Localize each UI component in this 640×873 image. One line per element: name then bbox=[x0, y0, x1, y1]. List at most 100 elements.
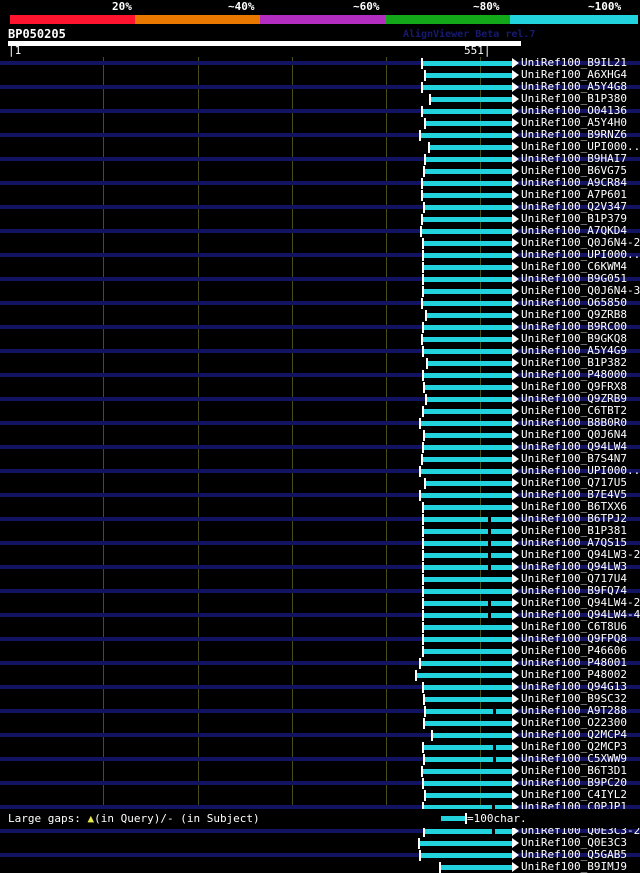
hit-label[interactable]: UniRef100_B9RC00 bbox=[521, 320, 627, 333]
alignment-row[interactable]: UniRef100_Q717U4 bbox=[0, 572, 640, 585]
hit-label[interactable]: UniRef100_C6T8U6 bbox=[521, 620, 627, 633]
hsp-bar[interactable] bbox=[424, 709, 512, 714]
alignment-row[interactable]: UniRef100_UPI000.. bbox=[0, 140, 640, 153]
hsp-bar[interactable] bbox=[422, 745, 512, 750]
alignment-row[interactable]: UniRef100_A7QKD4 bbox=[0, 224, 640, 237]
hit-label[interactable]: UniRef100_C5XWW9 bbox=[521, 752, 627, 765]
hsp-bar[interactable] bbox=[423, 829, 512, 834]
alignment-row[interactable]: UniRef100_Q9FRX8 bbox=[0, 380, 640, 393]
hit-label[interactable]: UniRef100_A9T288 bbox=[521, 704, 627, 717]
alignment-row[interactable]: UniRef100_A5Y4G8 bbox=[0, 80, 640, 93]
hit-label[interactable]: UniRef100_A7P601 bbox=[521, 188, 627, 201]
hsp-bar[interactable] bbox=[421, 193, 512, 198]
alignment-row[interactable]: UniRef100_Q94G13 bbox=[0, 680, 640, 693]
hit-label[interactable]: UniRef100_Q9ZRB8 bbox=[521, 308, 627, 321]
hit-label[interactable]: UniRef100_Q9FPQ8 bbox=[521, 632, 627, 645]
hit-label[interactable]: UniRef100_B9GKQ8 bbox=[521, 332, 627, 345]
hit-label[interactable]: UniRef100_A7QS15 bbox=[521, 536, 627, 549]
hsp-bar[interactable] bbox=[421, 769, 512, 774]
hsp-bar[interactable] bbox=[421, 85, 512, 90]
alignment-row[interactable]: UniRef100_B9IL21 bbox=[0, 56, 640, 69]
alignment-row[interactable]: UniRef100_Q94LW3-2 bbox=[0, 548, 640, 561]
alignment-row[interactable]: UniRef100_A7QS15 bbox=[0, 536, 640, 549]
alignment-row[interactable]: UniRef100_B1P381 bbox=[0, 524, 640, 537]
hsp-bar[interactable] bbox=[422, 265, 512, 270]
alignment-row[interactable]: UniRef100_UPI000.. bbox=[0, 248, 640, 261]
alignment-row[interactable]: UniRef100_Q94LW3 bbox=[0, 560, 640, 573]
alignment-row[interactable]: UniRef100_B9FQ74 bbox=[0, 584, 640, 597]
hsp-bar[interactable] bbox=[422, 505, 512, 510]
alignment-row[interactable]: UniRef100_O04136 bbox=[0, 104, 640, 117]
hsp-bar[interactable] bbox=[422, 637, 512, 642]
hit-label[interactable]: UniRef100_B9SC32 bbox=[521, 692, 627, 705]
hit-label[interactable]: UniRef100_P48002 bbox=[521, 668, 627, 681]
hit-label[interactable]: UniRef100_Q94LW3-2 bbox=[521, 548, 640, 561]
hit-label[interactable]: UniRef100_O65850 bbox=[521, 296, 627, 309]
alignment-row[interactable]: UniRef100_C6T8U6 bbox=[0, 620, 640, 633]
hsp-bar[interactable] bbox=[419, 853, 512, 858]
hsp-bar[interactable] bbox=[419, 421, 512, 426]
hit-label[interactable]: UniRef100_Q2MCP4 bbox=[521, 728, 627, 741]
hit-label[interactable]: UniRef100_Q0J6N4-2 bbox=[521, 236, 640, 249]
hit-label[interactable]: UniRef100_Q717U4 bbox=[521, 572, 627, 585]
hit-label[interactable]: UniRef100_B9IL21 bbox=[521, 56, 627, 69]
alignment-row[interactable]: UniRef100_Q9ZRB8 bbox=[0, 308, 640, 321]
hsp-bar[interactable] bbox=[421, 109, 512, 114]
alignment-row[interactable]: UniRef100_Q94LW4 bbox=[0, 440, 640, 453]
alignment-row[interactable]: UniRef100_C6KWM4 bbox=[0, 260, 640, 273]
hit-label[interactable]: UniRef100_B7S4N7 bbox=[521, 452, 627, 465]
hsp-bar[interactable] bbox=[428, 145, 512, 150]
alignment-row[interactable]: UniRef100_B9SC32 bbox=[0, 692, 640, 705]
hit-label[interactable]: UniRef100_B9HAI7 bbox=[521, 152, 627, 165]
hit-label[interactable]: UniRef100_P48001 bbox=[521, 656, 627, 669]
alignment-row[interactable]: UniRef100_Q94LW4-2 bbox=[0, 596, 640, 609]
hit-label[interactable]: UniRef100_B6T3D1 bbox=[521, 764, 627, 777]
hit-label[interactable]: UniRef100_Q94G13 bbox=[521, 680, 627, 693]
hsp-bar[interactable] bbox=[420, 229, 512, 234]
hsp-bar[interactable] bbox=[423, 205, 512, 210]
alignment-row[interactable]: UniRef100_P48000 bbox=[0, 368, 640, 381]
hit-label[interactable]: UniRef100_B1P379 bbox=[521, 212, 627, 225]
hsp-bar[interactable] bbox=[422, 541, 512, 546]
alignment-row[interactable]: UniRef100_Q2MCP3 bbox=[0, 740, 640, 753]
hsp-bar[interactable] bbox=[429, 97, 512, 102]
hsp-bar[interactable] bbox=[426, 361, 512, 366]
hit-label[interactable]: UniRef100_Q9FRX8 bbox=[521, 380, 627, 393]
hsp-bar[interactable] bbox=[422, 517, 512, 522]
alignment-row[interactable]: UniRef100_C5XWW9 bbox=[0, 752, 640, 765]
alignment-row[interactable]: UniRef100_A5Y4G9 bbox=[0, 344, 640, 357]
alignment-row[interactable]: UniRef100_B7E4V5 bbox=[0, 488, 640, 501]
hit-label[interactable]: UniRef100_Q2V347 bbox=[521, 200, 627, 213]
alignment-row[interactable]: UniRef100_Q0J6N4-2 bbox=[0, 236, 640, 249]
alignment-row[interactable]: UniRef100_B9PC20 bbox=[0, 776, 640, 789]
alignment-row[interactable]: UniRef100_B7S4N7 bbox=[0, 452, 640, 465]
alignment-row[interactable]: UniRef100_Q717U5 bbox=[0, 476, 640, 489]
alignment-row[interactable]: UniRef100_Q0J6N4-3 bbox=[0, 284, 640, 297]
hsp-bar[interactable] bbox=[422, 805, 512, 810]
hit-label[interactable]: UniRef100_B6TPJ2 bbox=[521, 512, 627, 525]
hit-label[interactable]: UniRef100_A9CR84 bbox=[521, 176, 627, 189]
hsp-bar[interactable] bbox=[422, 613, 512, 618]
hsp-bar[interactable] bbox=[421, 181, 512, 186]
hit-label[interactable]: UniRef100_UPI000.. bbox=[521, 464, 640, 477]
hit-label[interactable]: UniRef100_Q2MCP3 bbox=[521, 740, 627, 753]
hit-label[interactable]: UniRef100_O22300 bbox=[521, 716, 627, 729]
alignment-row[interactable]: UniRef100_B9HAI7 bbox=[0, 152, 640, 165]
alignment-row[interactable]: UniRef100_UPI000.. bbox=[0, 464, 640, 477]
hsp-bar[interactable] bbox=[422, 649, 512, 654]
hit-label[interactable]: UniRef100_O04136 bbox=[521, 104, 627, 117]
hsp-bar[interactable] bbox=[425, 397, 512, 402]
hit-label[interactable]: UniRef100_A6XHG4 bbox=[521, 68, 627, 81]
hsp-bar[interactable] bbox=[422, 325, 512, 330]
alignment-row[interactable]: UniRef100_O65850 bbox=[0, 296, 640, 309]
hsp-bar[interactable] bbox=[423, 433, 512, 438]
hsp-bar[interactable] bbox=[421, 217, 512, 222]
hit-label[interactable]: UniRef100_Q717U5 bbox=[521, 476, 627, 489]
hit-label[interactable]: UniRef100_B8B0R0 bbox=[521, 416, 627, 429]
hit-label[interactable]: UniRef100_B9IMJ9 bbox=[521, 860, 627, 873]
hsp-bar[interactable] bbox=[422, 601, 512, 606]
hsp-bar[interactable] bbox=[423, 721, 512, 726]
alignment-row[interactable]: UniRef100_A7P601 bbox=[0, 188, 640, 201]
alignment-row[interactable]: UniRef100_A5Y4H0 bbox=[0, 116, 640, 129]
hsp-bar[interactable] bbox=[422, 277, 512, 282]
